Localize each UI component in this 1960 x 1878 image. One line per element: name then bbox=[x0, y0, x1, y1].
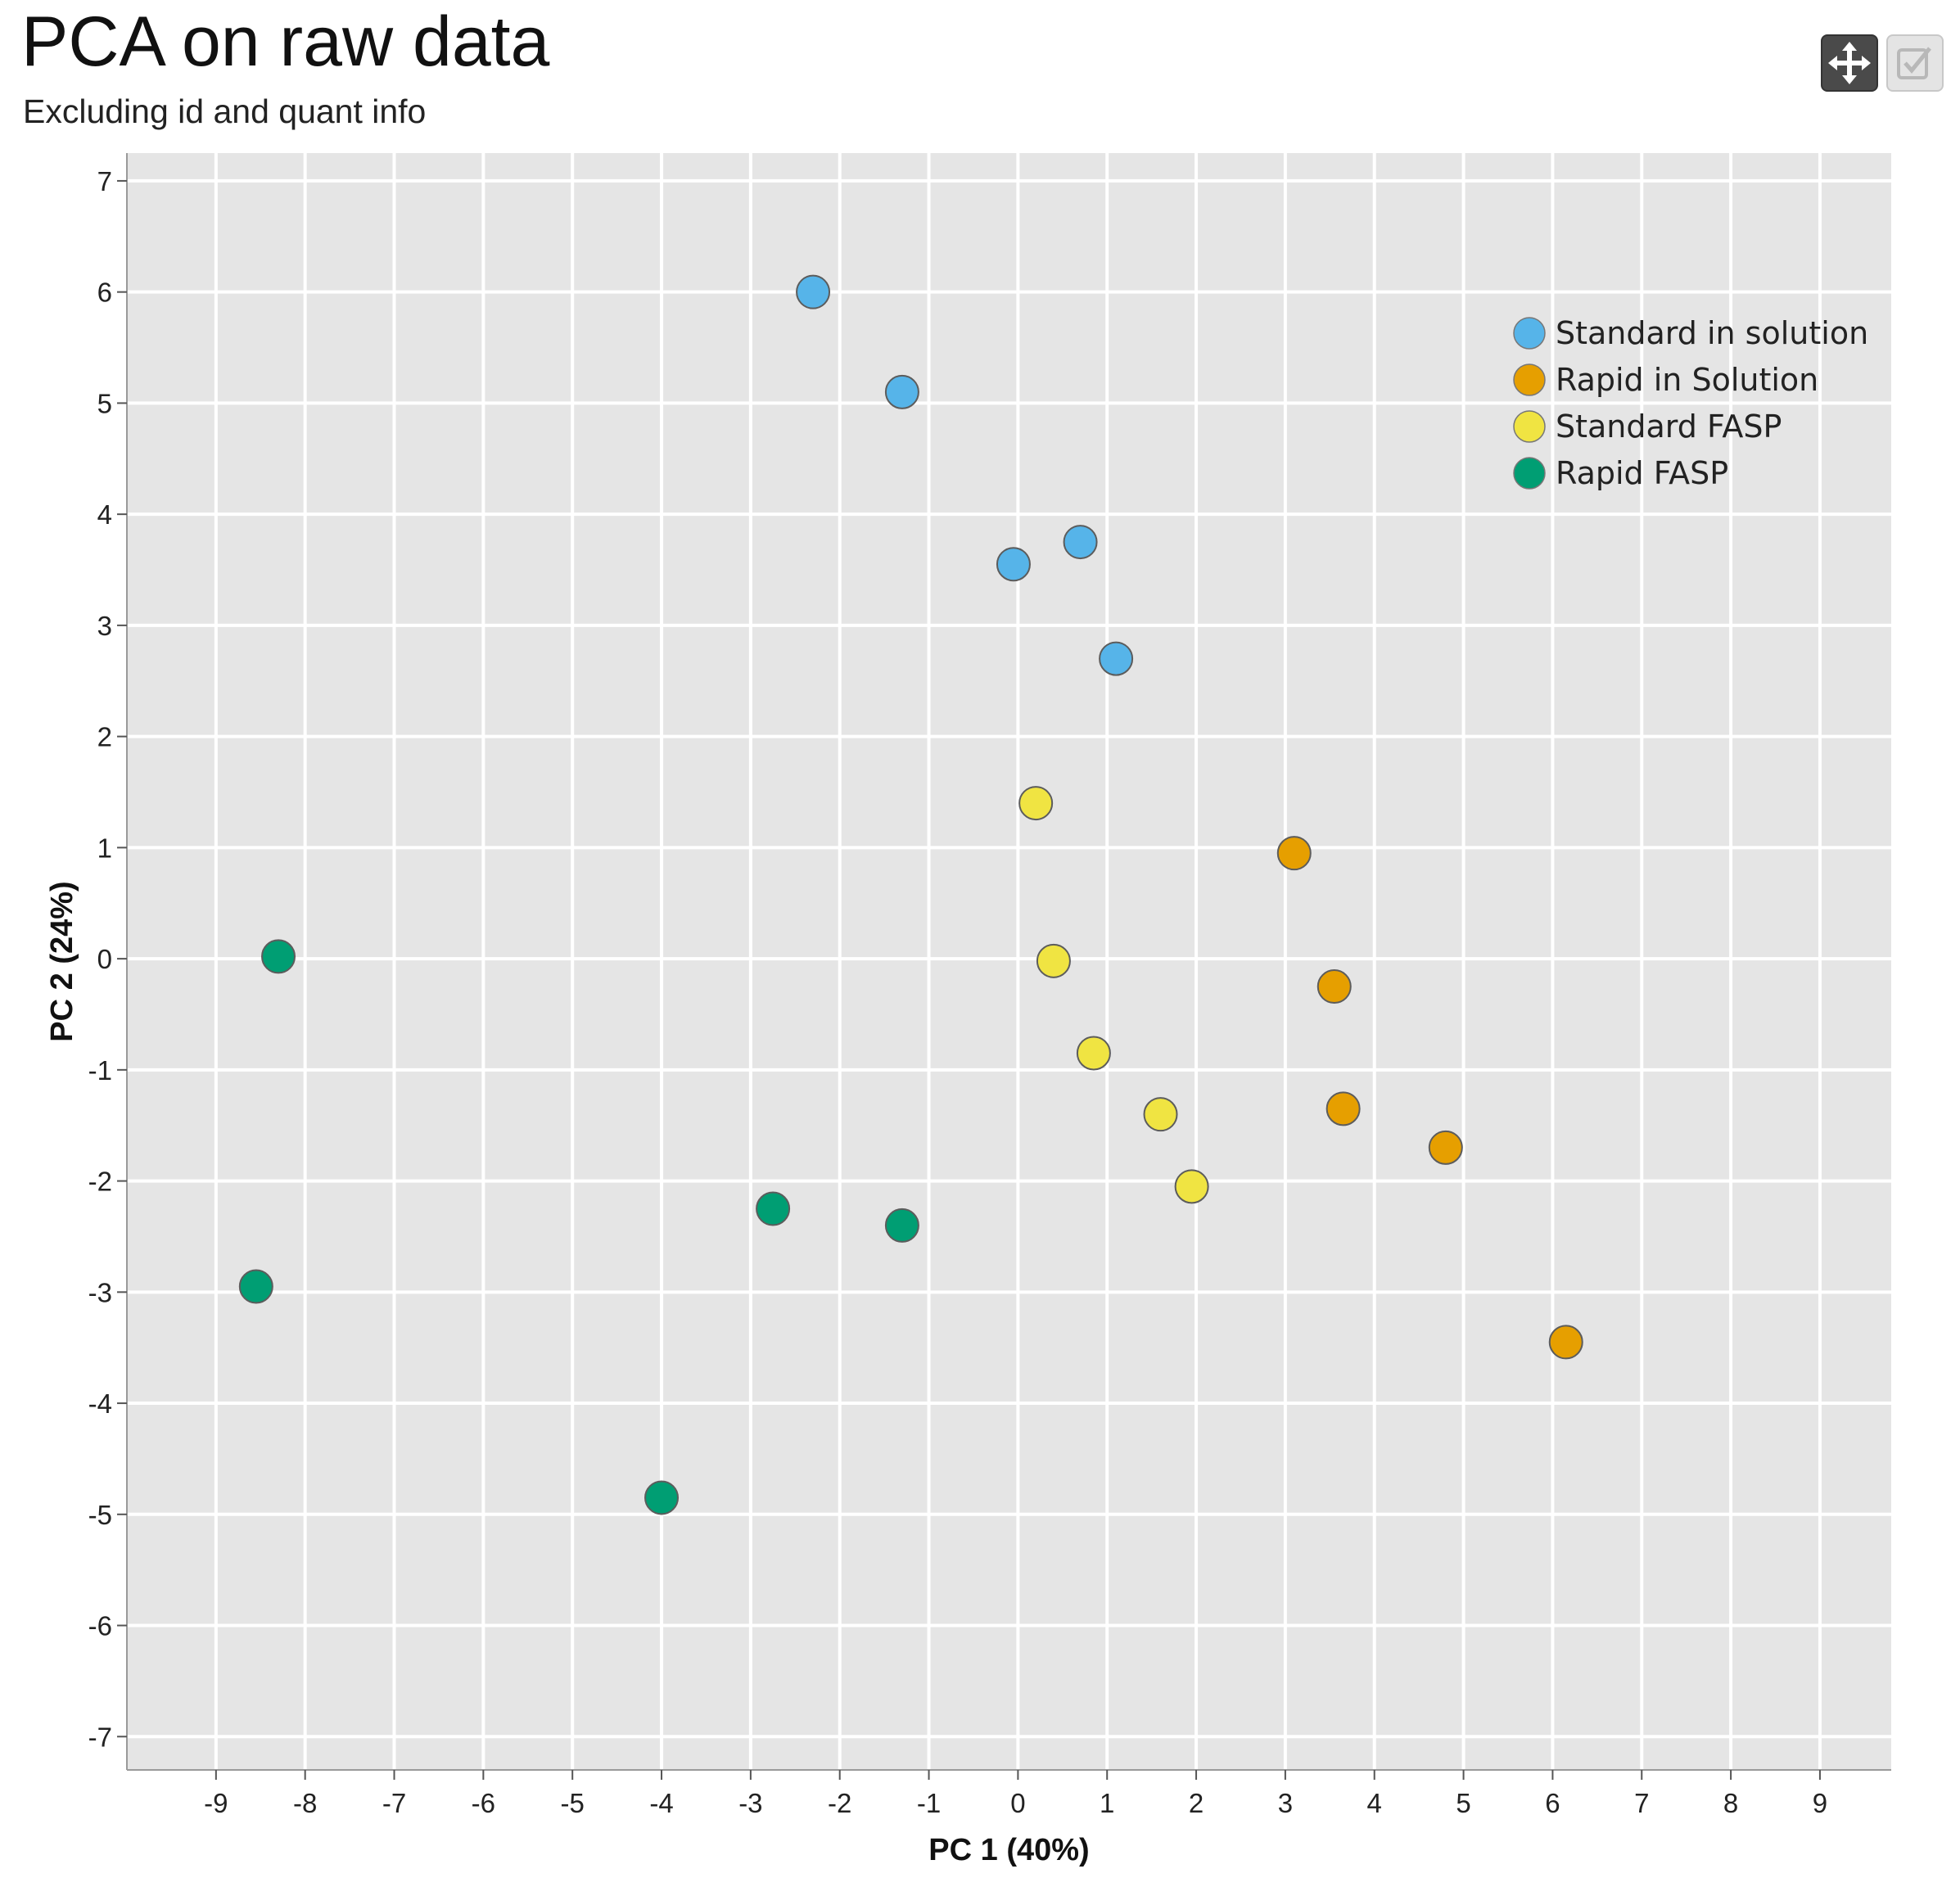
pan-button[interactable] bbox=[1821, 34, 1878, 92]
x-tick-label: 2 bbox=[1189, 1788, 1204, 1818]
data-point-series-4[interactable] bbox=[644, 1480, 680, 1515]
x-tick-label: -3 bbox=[738, 1788, 762, 1818]
x-tick-labels: -9 -8 -7 -6 -5 -4 -3 -2 -1 0 1 2 3 4 5 6 7 8 9 bbox=[204, 1788, 1827, 1818]
y-tick-label: -6 bbox=[88, 1611, 112, 1641]
x-tick-label: -8 bbox=[293, 1788, 317, 1818]
data-point-series-1[interactable] bbox=[996, 547, 1031, 582]
y-tick-labels: 7 6 5 4 3 2 1 0 -1 -2 -3 -4 -5 -6 -7 bbox=[88, 166, 112, 1752]
x-tick-label: -7 bbox=[382, 1788, 406, 1818]
y-tick-label: 3 bbox=[97, 611, 112, 641]
x-tick-label: 7 bbox=[1634, 1788, 1649, 1818]
legend-marker bbox=[1513, 317, 1546, 350]
data-point-series-1[interactable] bbox=[1063, 525, 1098, 560]
data-point-series-2[interactable] bbox=[1316, 969, 1352, 1004]
x-tick-label: 5 bbox=[1456, 1788, 1470, 1818]
x-tick-label: -6 bbox=[472, 1788, 495, 1818]
data-point-series-3[interactable] bbox=[1143, 1097, 1178, 1132]
x-tick-label: -2 bbox=[828, 1788, 851, 1818]
x-tick-label: 9 bbox=[1813, 1788, 1827, 1818]
y-tick-label: -4 bbox=[88, 1388, 112, 1419]
data-point-series-1[interactable] bbox=[884, 374, 919, 409]
y-tick-label: 6 bbox=[97, 278, 112, 308]
chart-toolbar bbox=[1821, 34, 1944, 92]
x-tick-label: 4 bbox=[1367, 1788, 1382, 1818]
data-point-series-3[interactable] bbox=[1174, 1169, 1209, 1204]
data-point-series-2[interactable] bbox=[1276, 836, 1312, 871]
y-tick-label: 2 bbox=[97, 722, 112, 752]
x-tick-label: -4 bbox=[649, 1788, 673, 1818]
legend-marker bbox=[1513, 457, 1546, 490]
data-point-series-1[interactable] bbox=[1099, 641, 1134, 676]
legend-label: Standard FASP bbox=[1556, 409, 1782, 445]
legend: Standard in solution Rapid in Solution Sta… bbox=[1513, 315, 1868, 491]
legend-label: Rapid FASP bbox=[1556, 455, 1728, 491]
x-tick-label: 8 bbox=[1723, 1788, 1738, 1818]
y-tick-label: 4 bbox=[97, 499, 112, 530]
y-tick-label: 7 bbox=[97, 166, 112, 196]
x-tick-label: 1 bbox=[1100, 1788, 1114, 1818]
x-tick-label: 3 bbox=[1278, 1788, 1293, 1818]
data-point-series-3[interactable] bbox=[1018, 786, 1054, 821]
y-tick-label: 0 bbox=[97, 944, 112, 974]
data-point-series-3[interactable] bbox=[1036, 943, 1071, 978]
data-point-series-4[interactable] bbox=[261, 939, 296, 974]
axes bbox=[117, 153, 1891, 1780]
x-tick-label: -9 bbox=[204, 1788, 228, 1818]
legend-marker bbox=[1513, 410, 1546, 443]
data-point-series-1[interactable] bbox=[796, 274, 831, 309]
plot-area bbox=[127, 153, 1891, 1770]
legend-label: Standard in solution bbox=[1556, 315, 1868, 351]
checkbox-icon bbox=[1897, 47, 1931, 79]
y-tick-label: -7 bbox=[88, 1722, 112, 1752]
select-button[interactable] bbox=[1886, 34, 1944, 92]
y-tick-label: -2 bbox=[88, 1167, 112, 1197]
data-point-series-4[interactable] bbox=[756, 1191, 791, 1226]
legend-label: Rapid in Solution bbox=[1556, 362, 1818, 398]
data-point-series-4[interactable] bbox=[238, 1269, 273, 1304]
data-point-series-3[interactable] bbox=[1076, 1036, 1111, 1071]
x-tick-label: 0 bbox=[1010, 1788, 1025, 1818]
chart-title: PCA on raw data bbox=[21, 2, 550, 81]
y-tick-label: 5 bbox=[97, 388, 112, 418]
data-point-series-2[interactable] bbox=[1428, 1130, 1463, 1165]
y-tick-label: 1 bbox=[97, 833, 112, 863]
y-tick-label: -1 bbox=[88, 1055, 112, 1086]
data-points bbox=[238, 274, 1583, 1515]
legend-marker bbox=[1513, 363, 1546, 396]
x-tick-label: -1 bbox=[917, 1788, 941, 1818]
data-point-series-2[interactable] bbox=[1548, 1325, 1583, 1360]
x-tick-label: -5 bbox=[561, 1788, 585, 1818]
chart-subtitle: Excluding id and quant info bbox=[23, 93, 427, 130]
y-tick-label: -5 bbox=[88, 1500, 112, 1530]
x-axis-title: PC 1 (40%) bbox=[928, 1833, 1089, 1867]
data-point-series-2[interactable] bbox=[1325, 1091, 1361, 1126]
y-axis-title: PC 2 (24%) bbox=[45, 881, 79, 1041]
y-tick-label: -3 bbox=[88, 1277, 112, 1307]
x-tick-label: 6 bbox=[1545, 1788, 1560, 1818]
move-arrows-icon bbox=[1828, 42, 1871, 84]
data-point-series-4[interactable] bbox=[884, 1208, 919, 1243]
